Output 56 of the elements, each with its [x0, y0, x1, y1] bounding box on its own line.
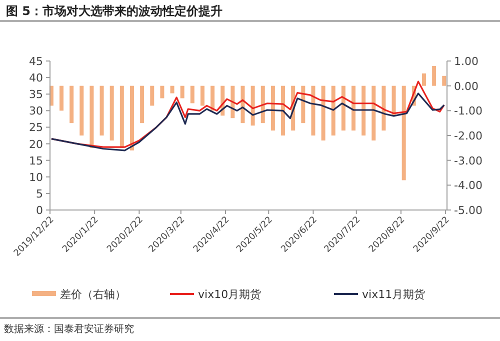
bar [382, 86, 386, 131]
y2-tick-label: -3.00 [454, 154, 482, 168]
bar [281, 86, 286, 136]
bar [200, 86, 204, 106]
bar [140, 86, 144, 124]
bar [432, 66, 436, 86]
bar [362, 86, 366, 136]
y-tick-label: 25 [29, 121, 43, 134]
bar [321, 86, 326, 140]
bar [170, 86, 174, 94]
bar [110, 86, 114, 140]
y2-tick-label: -4.00 [454, 179, 482, 192]
bar [341, 86, 346, 131]
y2-tick-label: -1.00 [454, 104, 482, 118]
y-tick-label: 35 [29, 88, 43, 102]
legend-label: vix11月期货 [362, 288, 426, 301]
y2-tick-label: 0.00 [454, 80, 478, 93]
bar [180, 86, 184, 98]
bar [301, 86, 306, 124]
bar [120, 86, 124, 148]
y-tick-label: 40 [29, 72, 43, 85]
y-tick-label: 20 [29, 138, 43, 151]
legend-label: vix10月期货 [198, 288, 262, 301]
y2-tick-label: -5.00 [454, 204, 482, 217]
bar [210, 86, 215, 111]
legend-label: 差价（右轴） [60, 288, 126, 301]
y-tick-label: 0 [36, 204, 43, 217]
bar [402, 86, 406, 180]
bar [60, 86, 64, 111]
y-tick-label: 30 [29, 104, 43, 118]
bar [372, 86, 376, 140]
bar [392, 86, 396, 116]
y-tick-label: 5 [36, 187, 43, 200]
bar [80, 86, 84, 136]
bar [150, 86, 154, 106]
bar [331, 86, 336, 136]
bar [90, 86, 94, 148]
bar [442, 76, 446, 86]
y2-tick-label: 1.00 [454, 55, 478, 68]
chart-title: 图 5：市场对大选带来的波动性定价提升 [6, 4, 223, 18]
bar [160, 86, 164, 98]
bar [100, 86, 104, 136]
bar [422, 73, 426, 86]
line-series [50, 92, 445, 152]
bar [70, 86, 74, 124]
source-note: 数据来源：国泰君安证券研究 [4, 323, 134, 335]
y-tick-label: 15 [29, 154, 43, 168]
bar [270, 86, 275, 131]
bar [250, 86, 255, 126]
bar [311, 86, 316, 136]
y-tick-label: 10 [29, 170, 43, 184]
y2-tick-label: -2.00 [454, 130, 482, 142]
bar [352, 86, 356, 131]
y-tick-label: 45 [29, 55, 43, 68]
bar [190, 86, 194, 104]
bar [130, 86, 134, 150]
